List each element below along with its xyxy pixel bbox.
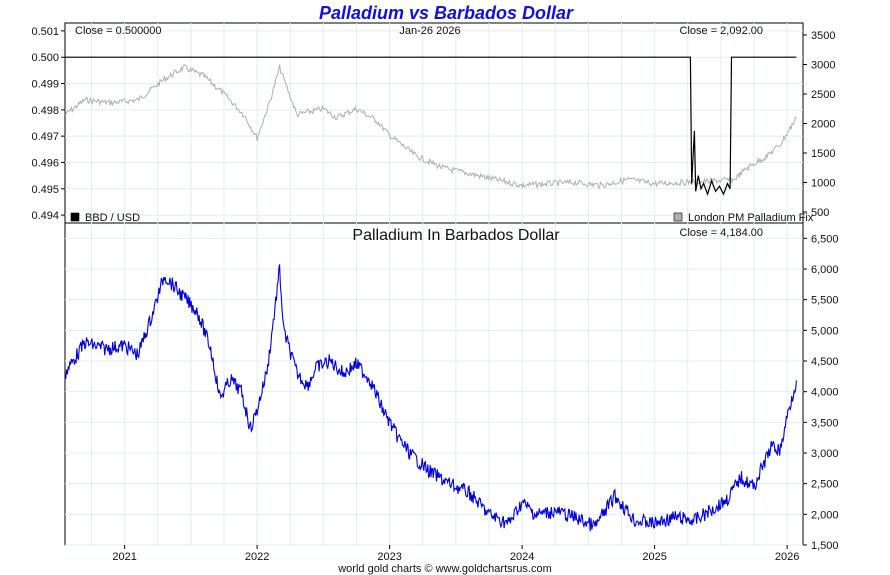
y-bottom-tick-label: 2,000 (811, 509, 839, 521)
y-bottom-tick-label: 1,500 (811, 540, 839, 552)
y-left-tick-label: 0.499 (31, 79, 59, 91)
y-left-tick-label: 0.500 (31, 52, 59, 64)
y-bottom-tick-label: 3,500 (811, 417, 839, 429)
bottom-panel-title: Palladium In Barbados Dollar (352, 227, 560, 244)
y-bottom-tick-label: 5,000 (811, 325, 839, 337)
x-tick-label: 2026 (775, 551, 799, 563)
legend-right-swatch (673, 212, 683, 222)
x-tick-label: 2021 (112, 551, 136, 563)
y-left-tick-label: 0.496 (31, 157, 59, 169)
y-right-tick-label: 3500 (811, 30, 835, 42)
y-bottom-tick-label: 6,500 (811, 233, 839, 245)
series-line-palladium-bbd (64, 264, 797, 532)
top-header-right: Close = 2,092.00 (680, 25, 763, 37)
y-left-tick-label: 0.497 (31, 131, 59, 143)
series-line-bbd-usd (65, 56, 797, 196)
y-right-tick-label: 3000 (811, 60, 835, 72)
y-right-tick-label: 500 (811, 207, 829, 219)
y-bottom-tick-label: 5,500 (811, 295, 839, 307)
series-lines (64, 56, 797, 532)
chart-title: Palladium vs Barbados Dollar (319, 3, 574, 23)
bottom-panel-frame (64, 222, 804, 546)
series-line-palladium-fix (64, 64, 797, 189)
legend-left-label: BBD / USD (85, 212, 140, 224)
x-tick-label: 2023 (377, 551, 401, 563)
footer-credit: world gold charts © www.goldchartsrus.co… (337, 563, 552, 575)
legend-left-swatch (70, 212, 80, 222)
x-tick-label: 2024 (510, 551, 534, 563)
top-header-left: Close = 0.500000 (75, 25, 162, 37)
y-bottom-tick-label: 3,000 (811, 448, 839, 460)
bottom-header-right: Close = 4,184.00 (680, 227, 763, 239)
y-right-tick-label: 1000 (811, 178, 835, 190)
y-bottom-tick-label: 4,000 (811, 387, 839, 399)
y-bottom-tick-label: 4,500 (811, 356, 839, 368)
y-right-tick-label: 2500 (811, 89, 835, 101)
x-tick-label: 2025 (642, 551, 666, 563)
y-left-tick-label: 0.501 (31, 26, 59, 38)
y-right-tick-label: 1500 (811, 148, 835, 160)
y-left-tick-label: 0.495 (31, 184, 59, 196)
legend-right-label: London PM Palladium Fix (688, 212, 814, 224)
top-header-center: Jan-26 2026 (399, 25, 460, 37)
top-panel-frame (64, 22, 804, 224)
x-tick-label: 2022 (245, 551, 269, 563)
y-right-tick-label: 2000 (811, 119, 835, 131)
y-bottom-tick-label: 2,500 (811, 479, 839, 491)
y-bottom-tick-label: 6,000 (811, 264, 839, 276)
axis-ticks: 0.494 0.495 0.496 0.497 0.498 0.499 0.500 0.501… (31, 26, 838, 563)
y-left-tick-label: 0.498 (31, 105, 59, 117)
y-left-tick-label: 0.494 (31, 210, 59, 222)
